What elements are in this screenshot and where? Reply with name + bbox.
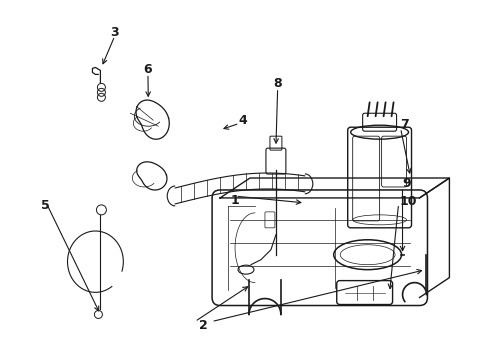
Text: 1: 1 bbox=[230, 194, 239, 207]
Text: 9: 9 bbox=[401, 177, 410, 190]
Text: 8: 8 bbox=[273, 77, 282, 90]
Text: 5: 5 bbox=[41, 199, 50, 212]
Text: 2: 2 bbox=[198, 319, 207, 332]
Text: 10: 10 bbox=[399, 195, 416, 208]
Text: 3: 3 bbox=[110, 27, 119, 40]
Text: 4: 4 bbox=[238, 114, 247, 127]
Text: 7: 7 bbox=[399, 118, 408, 131]
Text: 6: 6 bbox=[143, 63, 152, 76]
